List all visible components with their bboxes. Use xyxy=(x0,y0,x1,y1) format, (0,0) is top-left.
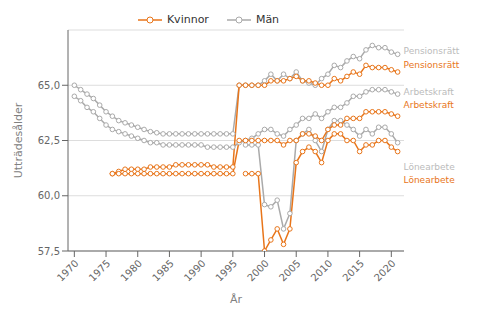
svg-text:1990: 1990 xyxy=(182,258,208,284)
svg-text:Arbetskraft: Arbetskraft xyxy=(404,100,455,110)
svg-text:60,0: 60,0 xyxy=(38,190,60,201)
svg-text:65,0: 65,0 xyxy=(38,80,60,91)
svg-text:2020: 2020 xyxy=(372,258,398,284)
svg-text:1995: 1995 xyxy=(213,258,239,284)
svg-text:Arbetskraft: Arbetskraft xyxy=(404,87,455,97)
svg-text:2015: 2015 xyxy=(340,258,366,284)
svg-text:1985: 1985 xyxy=(150,258,176,284)
svg-text:2010: 2010 xyxy=(309,258,335,284)
svg-text:1975: 1975 xyxy=(87,258,113,284)
svg-text:Lönearbete: Lönearbete xyxy=(404,175,456,185)
svg-text:Pensionsrätt: Pensionsrätt xyxy=(404,60,460,70)
svg-text:År: År xyxy=(230,293,243,306)
svg-text:2000: 2000 xyxy=(245,258,271,284)
svg-text:1980: 1980 xyxy=(118,258,144,284)
html-text:Kvinnor: Kvinnor xyxy=(166,13,209,26)
svg-text:57,5: 57,5 xyxy=(38,246,60,257)
svg-text:Lönearbete: Lönearbete xyxy=(404,162,456,172)
svg-text:62,5: 62,5 xyxy=(38,135,60,146)
html-text:Män: Män xyxy=(255,13,280,26)
svg-text:1970: 1970 xyxy=(55,258,81,284)
svg-text:Utträdesålder: Utträdesålder xyxy=(12,102,25,178)
svg-text:Pensionsrätt: Pensionsrätt xyxy=(404,46,460,56)
svg-text:2005: 2005 xyxy=(277,258,303,284)
